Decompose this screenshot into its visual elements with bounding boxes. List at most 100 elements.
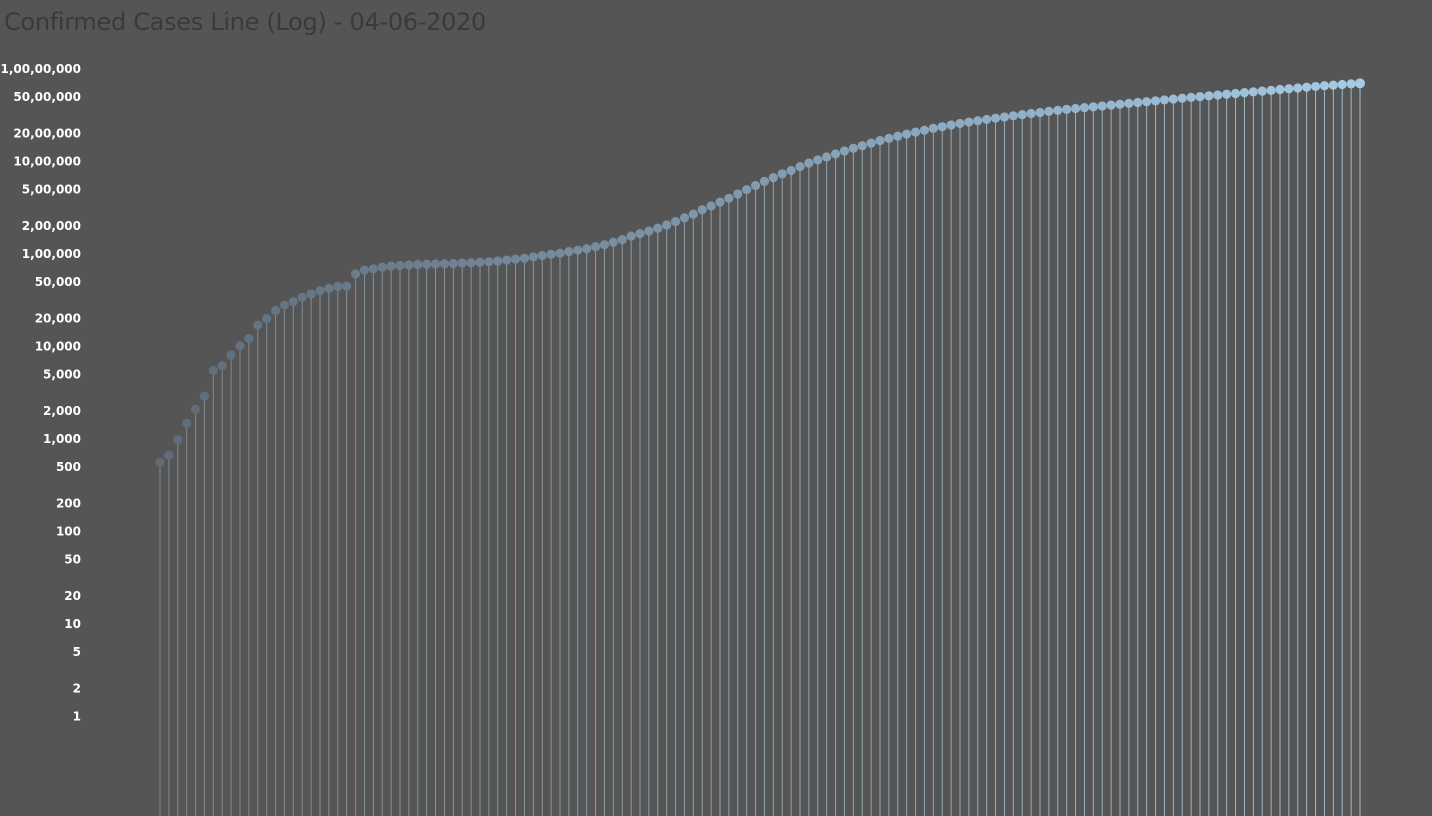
data-point[interactable] [564, 247, 574, 257]
data-point[interactable] [804, 158, 814, 168]
data-point[interactable] [679, 213, 690, 223]
data-point[interactable] [226, 350, 236, 360]
data-point[interactable] [582, 244, 592, 254]
data-point[interactable] [208, 365, 218, 376]
data-point[interactable] [1230, 88, 1241, 99]
data-point[interactable] [928, 123, 938, 133]
data-point[interactable] [350, 269, 361, 279]
data-point[interactable] [857, 141, 867, 151]
data-point[interactable] [1337, 79, 1347, 90]
data-point[interactable] [795, 162, 805, 172]
data-point[interactable] [528, 252, 538, 262]
data-point[interactable] [937, 122, 947, 132]
data-point[interactable] [724, 193, 734, 203]
data-point[interactable] [626, 231, 636, 241]
data-point[interactable] [1239, 88, 1250, 98]
data-point[interactable] [1222, 89, 1232, 99]
data-point[interactable] [999, 112, 1010, 122]
data-point[interactable] [715, 197, 725, 207]
data-point[interactable] [848, 143, 858, 153]
data-point[interactable] [493, 256, 503, 266]
data-point[interactable] [422, 259, 432, 269]
data-point[interactable] [1195, 92, 1205, 102]
data-point[interactable] [1319, 81, 1330, 91]
data-point[interactable] [1133, 97, 1143, 108]
data-point[interactable] [297, 292, 307, 302]
data-point[interactable] [279, 300, 290, 310]
data-point[interactable] [1017, 110, 1027, 120]
data-point[interactable] [288, 297, 298, 307]
data-point[interactable] [413, 259, 423, 270]
data-point[interactable] [155, 457, 165, 468]
data-point[interactable] [688, 209, 698, 219]
data-point[interactable] [1070, 103, 1081, 114]
data-point[interactable] [1079, 103, 1090, 113]
data-point[interactable] [902, 129, 912, 139]
data-point[interactable] [1088, 102, 1098, 112]
data-point[interactable] [866, 138, 876, 148]
data-point[interactable] [1035, 107, 1045, 118]
data-point[interactable] [510, 254, 521, 264]
data-point[interactable] [946, 120, 956, 130]
data-point[interactable] [1302, 82, 1312, 92]
data-point[interactable] [822, 152, 832, 162]
data-point[interactable] [750, 180, 761, 191]
data-point[interactable] [164, 450, 174, 460]
data-point[interactable] [1008, 111, 1018, 121]
data-point[interactable] [404, 260, 414, 270]
data-point[interactable] [1106, 100, 1116, 110]
data-point[interactable] [333, 281, 343, 292]
data-point[interactable] [315, 286, 325, 296]
data-point[interactable] [1284, 84, 1294, 94]
data-point[interactable] [244, 333, 254, 344]
data-point[interactable] [1168, 94, 1178, 104]
data-point[interactable] [386, 261, 396, 271]
data-point[interactable] [270, 305, 281, 316]
data-point[interactable] [1213, 90, 1223, 100]
data-point[interactable] [875, 136, 885, 146]
data-point[interactable] [182, 418, 192, 429]
data-point[interactable] [502, 255, 512, 265]
data-point[interactable] [448, 258, 458, 269]
data-point[interactable] [990, 113, 1001, 123]
data-point[interactable] [653, 223, 663, 233]
data-point[interactable] [662, 220, 672, 230]
data-point[interactable] [262, 314, 272, 324]
data-point[interactable] [537, 251, 547, 261]
data-point[interactable] [1062, 104, 1072, 114]
data-point[interactable] [368, 264, 378, 274]
data-point[interactable] [1266, 85, 1276, 95]
data-point[interactable] [893, 131, 903, 141]
data-point[interactable] [1310, 81, 1321, 92]
data-point[interactable] [173, 435, 183, 445]
data-point[interactable] [519, 253, 530, 263]
data-point[interactable] [395, 260, 405, 271]
data-point[interactable] [1159, 95, 1170, 105]
data-point[interactable] [253, 320, 263, 330]
data-point[interactable] [190, 404, 201, 414]
data-point[interactable] [919, 125, 930, 135]
data-point[interactable] [742, 185, 752, 195]
data-point[interactable] [1115, 99, 1125, 109]
data-point[interactable] [430, 259, 441, 269]
data-point[interactable] [635, 229, 645, 239]
data-point[interactable] [617, 235, 627, 245]
data-point[interactable] [306, 289, 316, 299]
data-point[interactable] [1248, 87, 1258, 97]
data-point[interactable] [813, 155, 823, 165]
data-point[interactable] [910, 127, 921, 137]
data-point[interactable] [590, 242, 601, 252]
data-point[interactable] [1177, 93, 1187, 103]
data-point[interactable] [1355, 78, 1365, 89]
data-point[interactable] [1026, 108, 1036, 119]
data-point[interactable] [1328, 80, 1338, 90]
data-point[interactable] [697, 205, 707, 215]
data-point[interactable] [324, 283, 334, 293]
data-point[interactable] [777, 169, 787, 179]
data-point[interactable] [884, 133, 894, 143]
data-point[interactable] [706, 201, 716, 211]
data-point[interactable] [1053, 105, 1063, 115]
data-point[interactable] [1257, 86, 1267, 96]
data-point[interactable] [377, 262, 387, 272]
data-point[interactable] [982, 114, 992, 125]
